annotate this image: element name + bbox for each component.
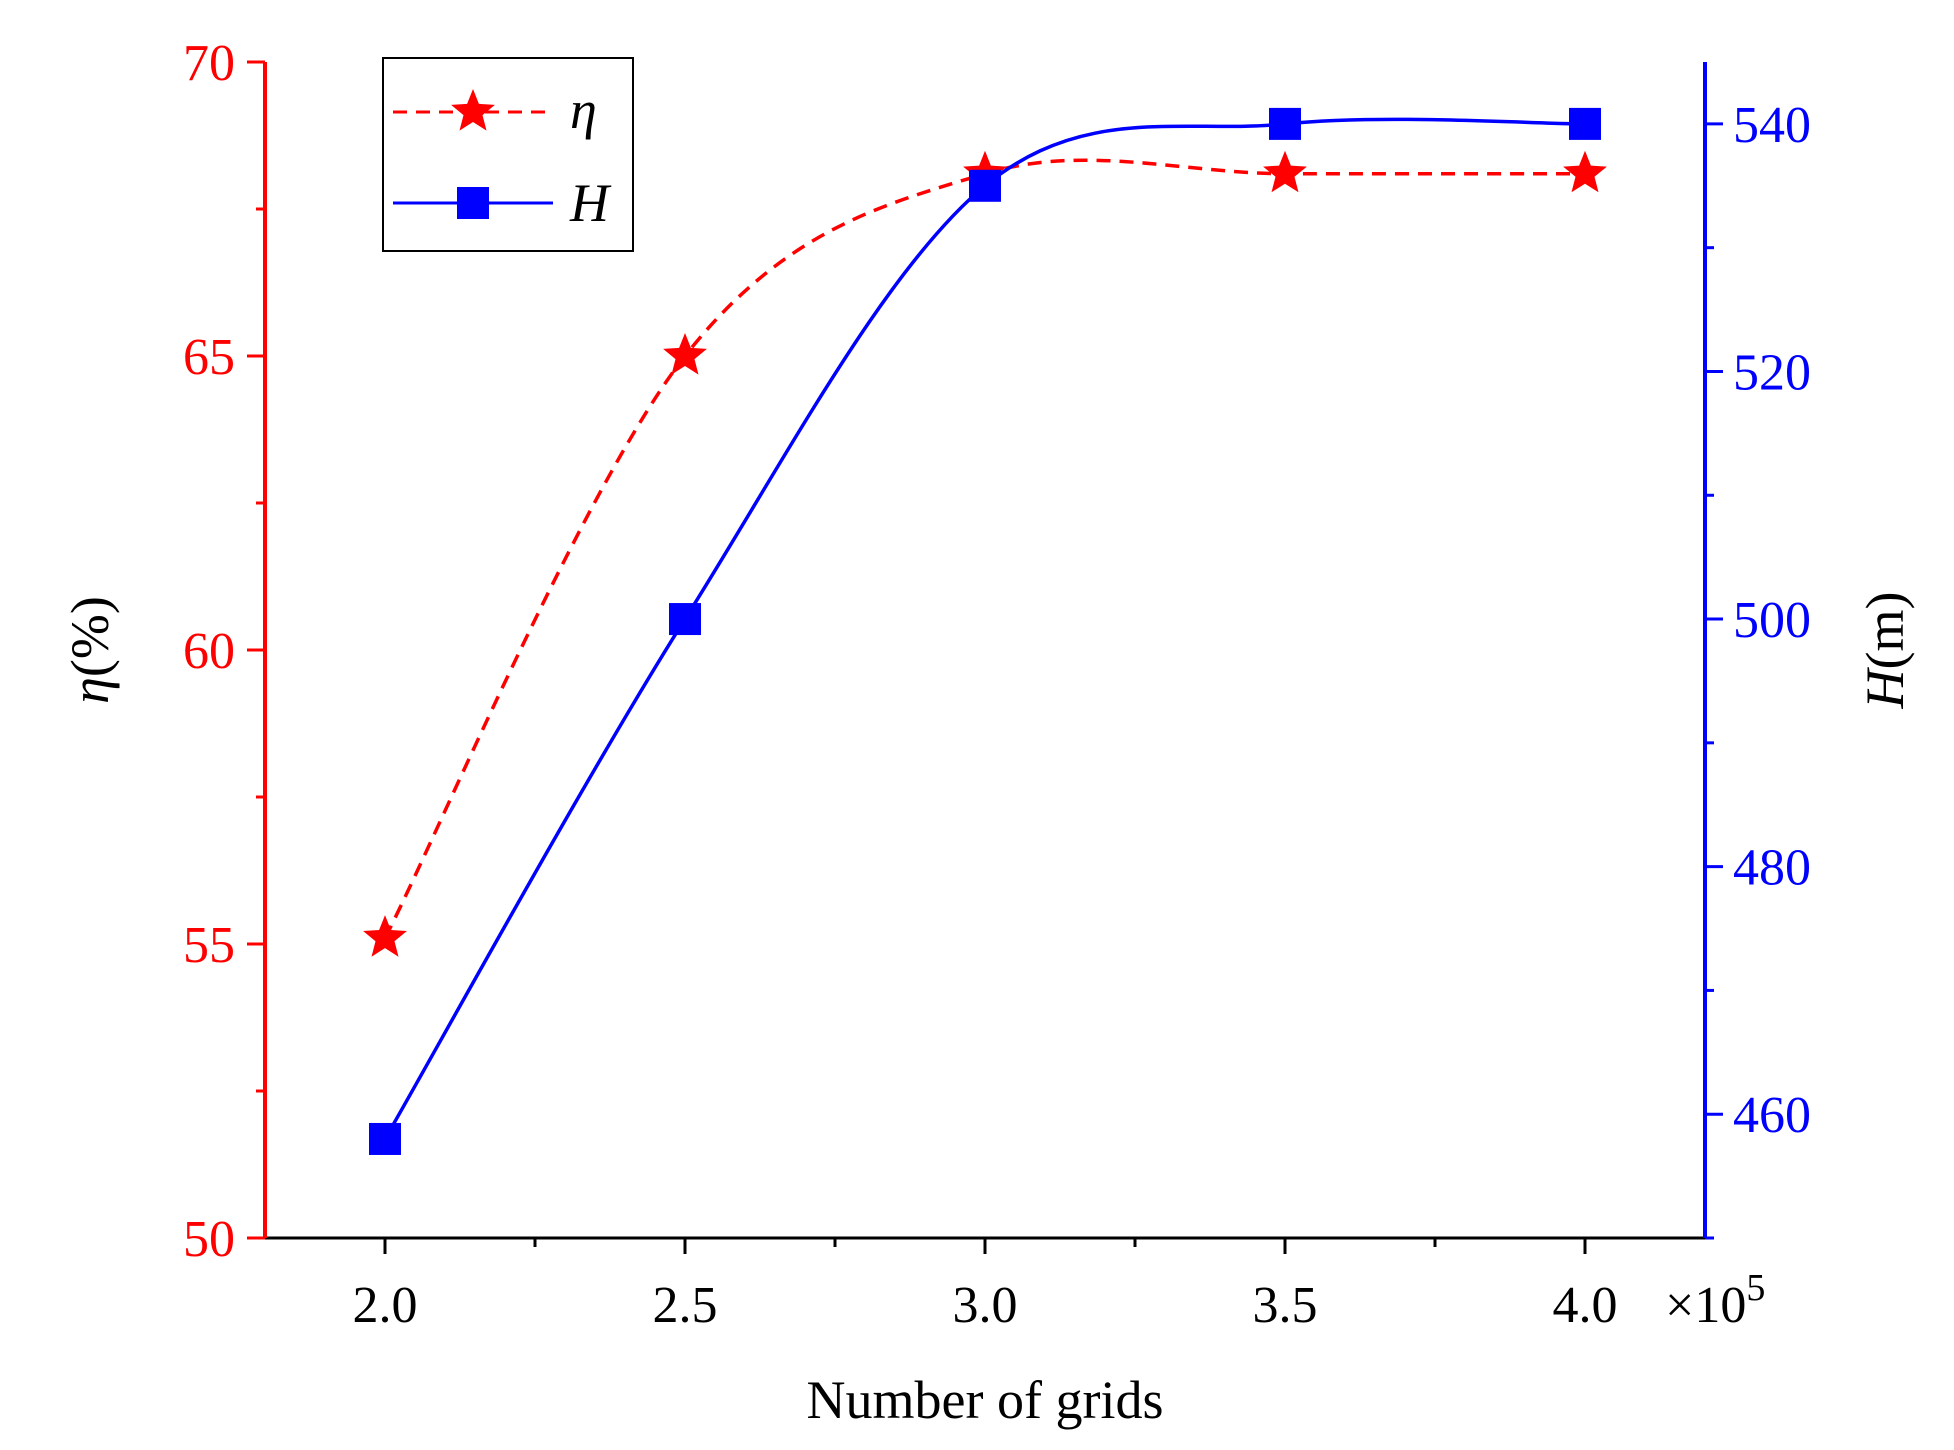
- right-y-axis-unit: (m): [1855, 592, 1915, 670]
- h-data-point: [1569, 107, 1601, 140]
- left-y-tick-label: 50: [183, 1211, 235, 1268]
- h-data-point: [369, 1122, 401, 1155]
- left-y-tick-label: 65: [183, 329, 235, 386]
- legend-h-square-marker: [457, 187, 489, 219]
- left-y-tick-label: 55: [183, 917, 235, 974]
- x-tick-label: 4.0: [1553, 1277, 1618, 1334]
- left-y-axis-symbol: η: [60, 677, 120, 704]
- h-data-point: [669, 603, 701, 636]
- x-tick-label: 3.5: [1253, 1277, 1318, 1334]
- right-y-tick-label: 500: [1733, 592, 1811, 649]
- left-y-tick-label: 70: [183, 35, 235, 92]
- eta-data-point: [363, 915, 407, 957]
- series-eta-line: [383, 158, 1585, 939]
- x-axis-multiplier: ×105: [1665, 1267, 1765, 1334]
- legend: η H: [382, 57, 634, 252]
- h-data-point: [1269, 107, 1301, 140]
- h-data-point: [969, 169, 1001, 202]
- legend-eta-star-marker: [451, 89, 495, 131]
- right-y-tick-label: 520: [1733, 344, 1811, 401]
- series-h-line: [383, 117, 1586, 1140]
- eta-data-point: [1263, 150, 1307, 193]
- x-tick-label: 3.0: [953, 1277, 1018, 1334]
- legend-eta-label: η: [570, 80, 597, 140]
- right-y-tick-label: 460: [1733, 1087, 1811, 1144]
- left-y-axis-unit: (%): [60, 596, 120, 677]
- left-y-axis-title: η(%): [60, 596, 120, 704]
- legend-box: [382, 57, 634, 252]
- right-y-axis-symbol: H: [1855, 666, 1915, 709]
- right-y-axis-title: H(m): [1855, 592, 1915, 710]
- x-axis-multiplier-base: ×10: [1665, 1277, 1746, 1334]
- x-tick-label: 2.0: [353, 1277, 418, 1334]
- left-y-tick-label: 60: [183, 623, 235, 680]
- legend-h-label: H: [569, 173, 612, 233]
- right-y-tick-label: 480: [1733, 840, 1811, 897]
- x-axis-multiplier-exponent: 5: [1746, 1267, 1765, 1309]
- eta-data-point: [1563, 150, 1607, 193]
- x-tick-label: 2.5: [653, 1277, 718, 1334]
- eta-data-point: [663, 333, 707, 375]
- plot-area: [363, 107, 1607, 1155]
- right-y-tick-label: 540: [1733, 97, 1811, 154]
- x-axis-title: Number of grids: [807, 1370, 1164, 1430]
